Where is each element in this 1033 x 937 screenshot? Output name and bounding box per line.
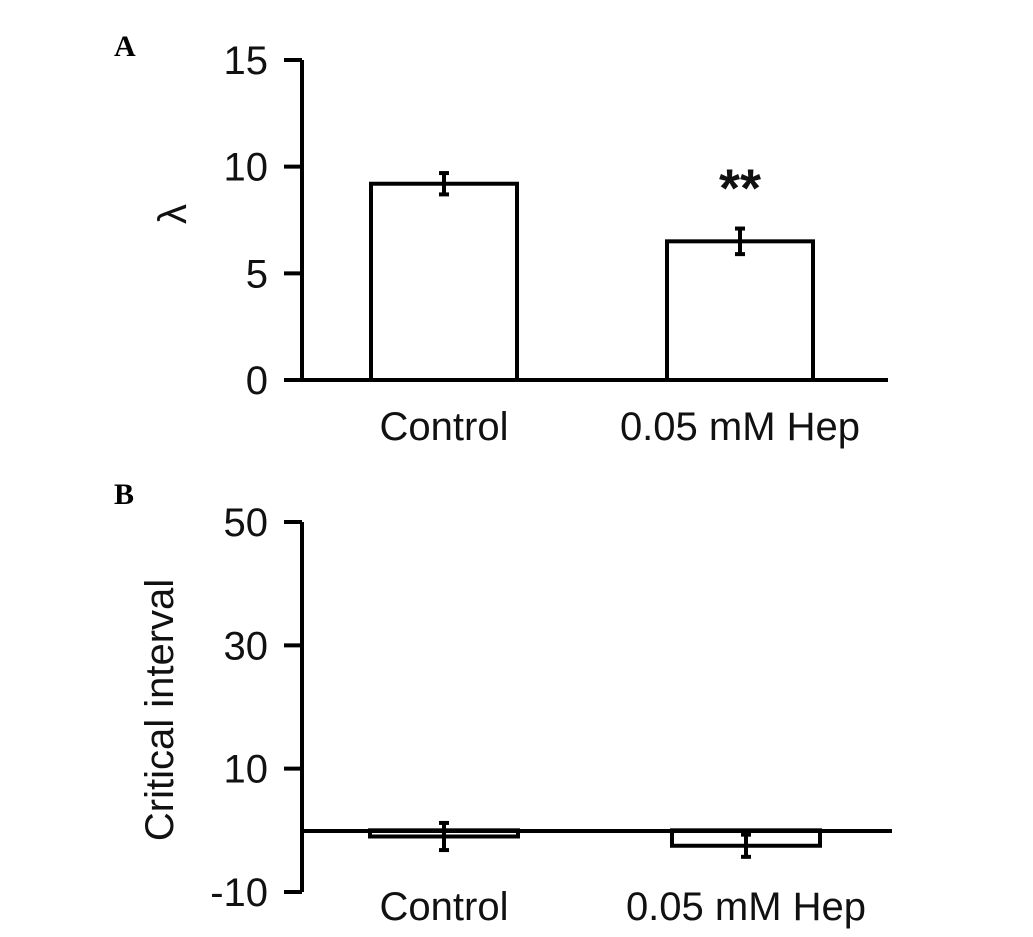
- y-tick-label: 0: [246, 359, 268, 403]
- y-tick-label: 30: [224, 624, 269, 668]
- panel-a: A λ 0 5 10 15 ** Control 0.05 mM Hep: [114, 30, 888, 449]
- panel-b-y-ticks: -10 10 30 50: [210, 501, 302, 915]
- panel-b-category-labels: Control 0.05 mM Hep: [380, 885, 867, 929]
- panel-b: B Critical interval -10 10 30 50 Control 0.0…: [114, 478, 892, 929]
- panel-b-bars: [368, 820, 822, 859]
- y-tick-label: -10: [210, 871, 268, 915]
- panel-b-letter: B: [114, 478, 134, 511]
- panel-a-y-axis-label: λ: [151, 204, 195, 224]
- panel-a-y-ticks: 0 5 10 15: [224, 39, 302, 403]
- panel-b-y-axis-label: Critical interval: [138, 579, 182, 841]
- panel-a-category-labels: Control 0.05 mM Hep: [380, 405, 861, 449]
- bar: [665, 239, 815, 382]
- y-tick-label: 5: [246, 252, 268, 296]
- significance-marker: **: [719, 159, 761, 219]
- x-category-label: Control: [380, 885, 509, 929]
- y-tick-label: 10: [224, 748, 269, 792]
- y-tick-label: 15: [224, 39, 269, 83]
- bar: [369, 181, 519, 382]
- panel-a-bars: **: [369, 159, 815, 382]
- x-category-label: 0.05 mM Hep: [626, 885, 866, 929]
- y-tick-label: 50: [224, 501, 269, 545]
- y-tick-label: 10: [224, 146, 269, 190]
- panel-a-letter: A: [114, 30, 136, 63]
- x-category-label: Control: [380, 405, 509, 449]
- x-category-label: 0.05 mM Hep: [620, 405, 860, 449]
